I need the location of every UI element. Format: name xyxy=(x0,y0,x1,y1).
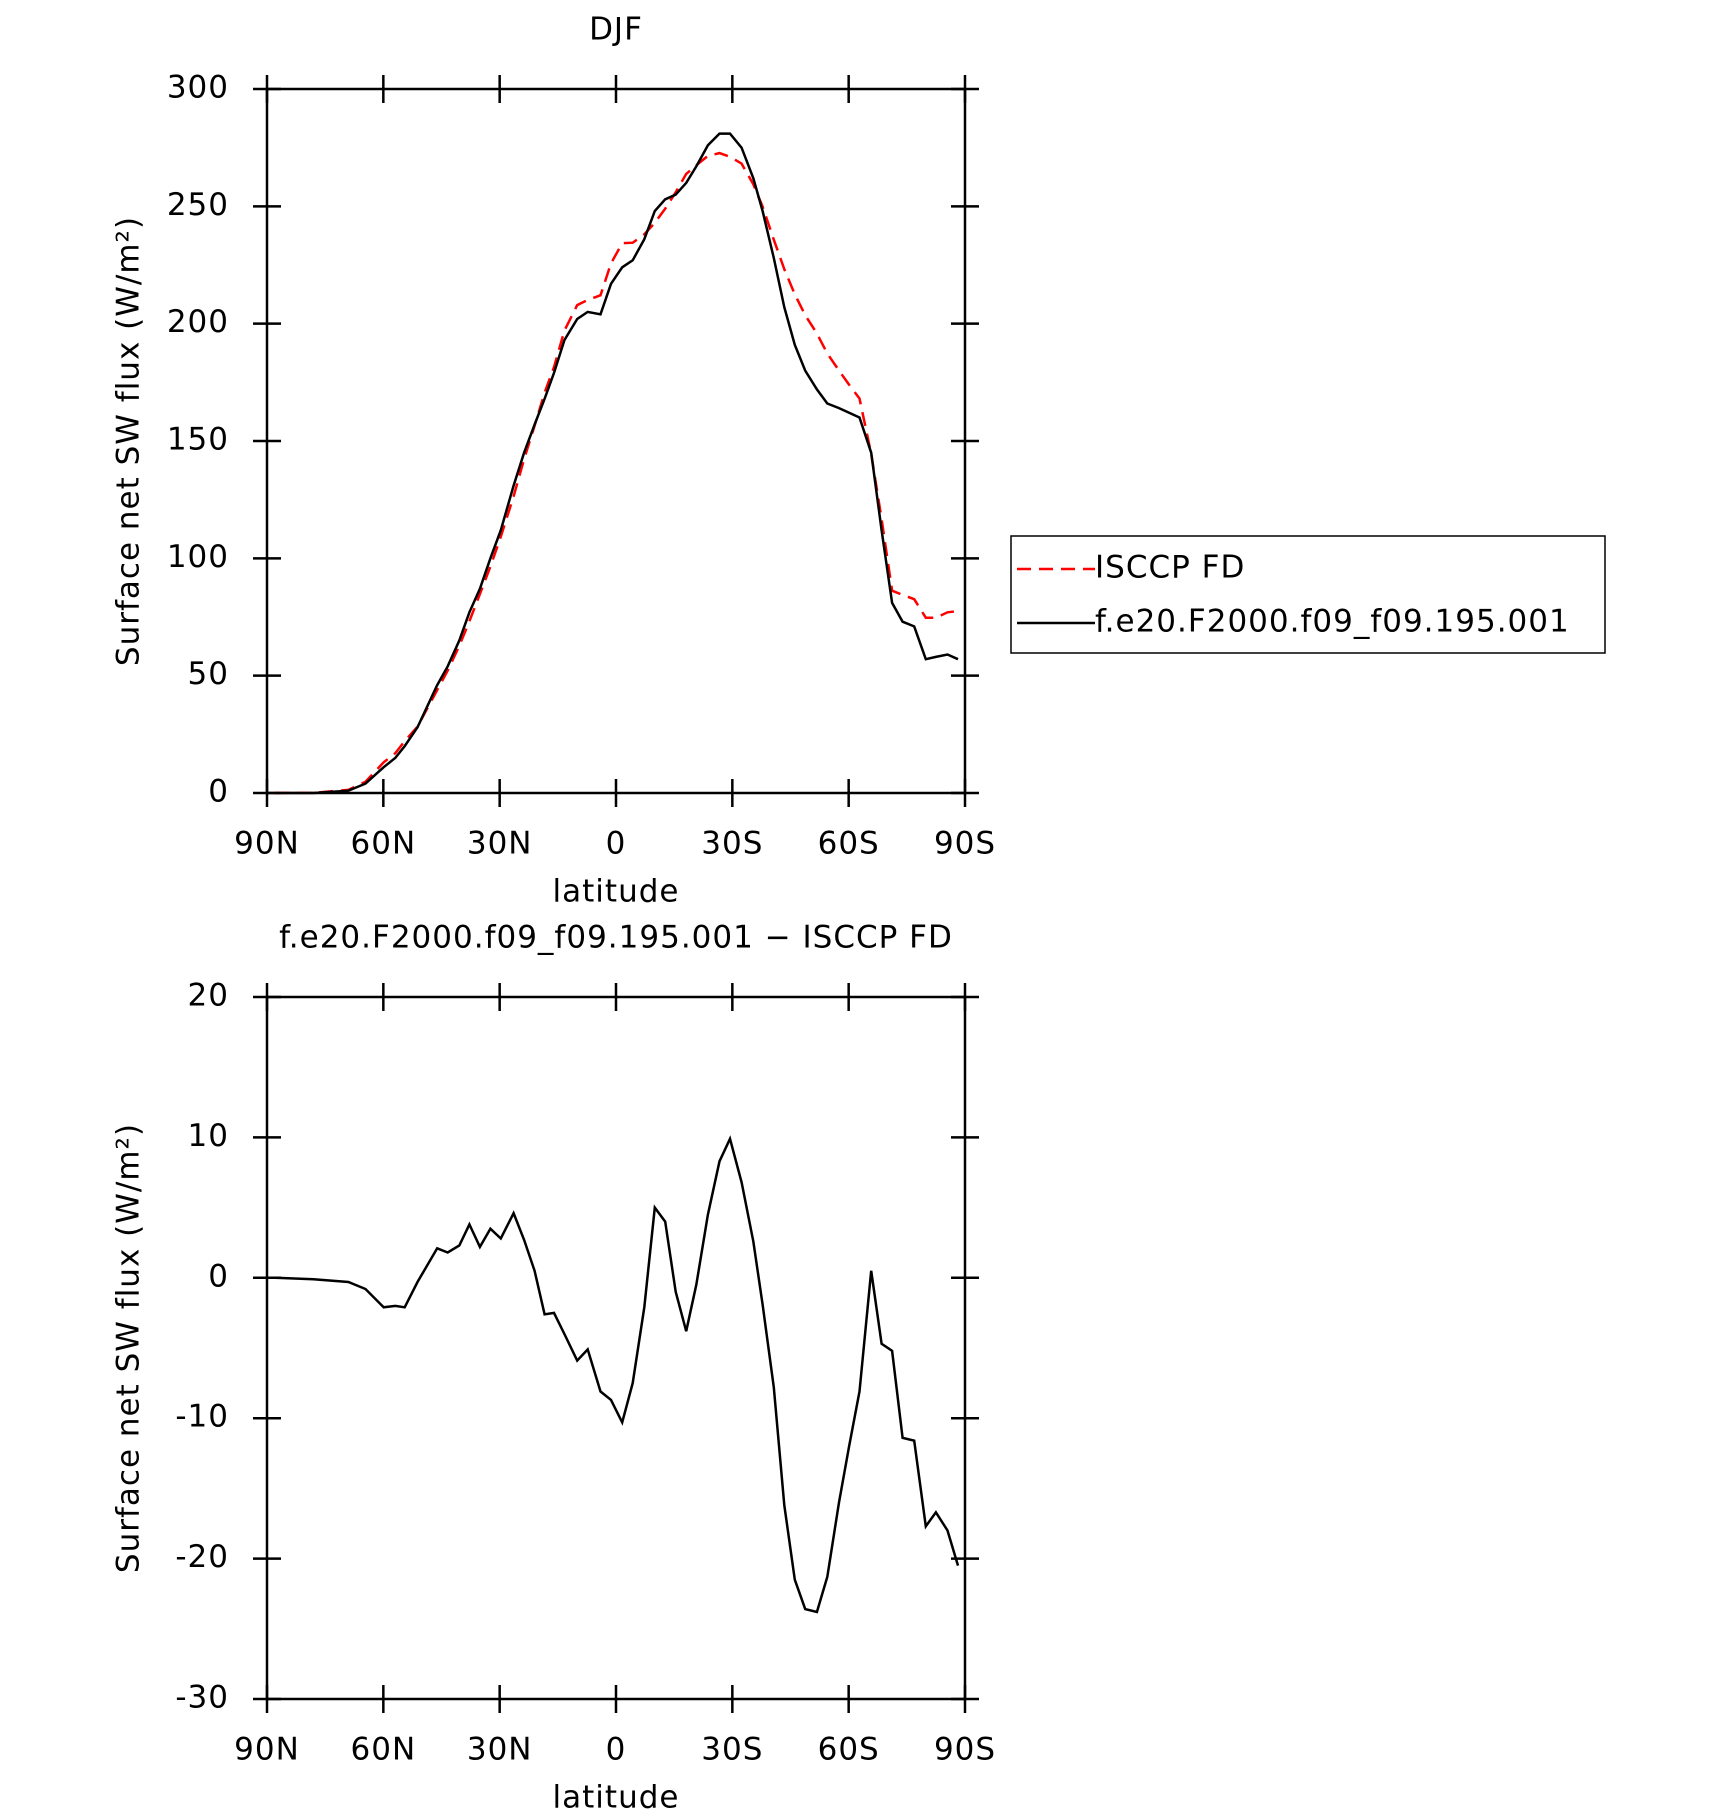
x-tick-label: 0 xyxy=(606,1732,627,1768)
x-tick-label: 90S xyxy=(934,826,996,862)
y-tick-label: 250 xyxy=(167,187,229,223)
x-axis-label: latitude xyxy=(553,874,680,910)
x-tick-label: 60S xyxy=(818,826,880,862)
y-tick-label: 0 xyxy=(208,1258,229,1294)
data-line xyxy=(275,132,959,795)
x-tick-label: 60S xyxy=(818,1732,880,1768)
y-tick-label: -10 xyxy=(175,1399,229,1435)
y-tick-label: 100 xyxy=(167,539,229,575)
y-axis-label: Surface net SW flux (W/m²) xyxy=(111,216,147,666)
x-axis-label: latitude xyxy=(553,1780,680,1816)
chart-title: f.e20.F2000.f09_f09.195.001 − ISCCP FD xyxy=(279,920,953,956)
x-tick-label: 60N xyxy=(351,1732,417,1768)
x-tick-label: 30N xyxy=(467,826,533,862)
y-tick-label: -20 xyxy=(175,1539,229,1575)
data-line xyxy=(275,1135,960,1614)
data-line xyxy=(275,151,959,795)
x-tick-label: 90N xyxy=(234,1732,300,1768)
chart-title: DJF xyxy=(589,12,643,48)
x-tick-label: 30N xyxy=(467,1732,533,1768)
y-tick-label: 10 xyxy=(188,1118,229,1154)
legend-box xyxy=(1010,535,1606,654)
y-tick-label: 20 xyxy=(188,978,229,1014)
y-axis-label: Surface net SW flux (W/m²) xyxy=(111,1123,147,1573)
legend-label: ISCCP FD xyxy=(1095,550,1245,586)
x-tick-label: 30S xyxy=(701,1732,763,1768)
x-tick-label: 60N xyxy=(351,826,417,862)
y-tick-label: 300 xyxy=(167,70,229,106)
y-tick-label: 50 xyxy=(188,656,229,692)
x-tick-label: 30S xyxy=(701,826,763,862)
x-tick-label: 0 xyxy=(606,826,627,862)
x-tick-label: 90N xyxy=(234,826,300,862)
plot-frame xyxy=(265,995,967,1701)
y-tick-label: 150 xyxy=(167,422,229,458)
x-tick-label: 90S xyxy=(934,1732,996,1768)
y-tick-label: 0 xyxy=(208,774,229,810)
y-tick-label: -30 xyxy=(175,1680,229,1716)
y-tick-label: 200 xyxy=(167,304,229,340)
legend-label: f.e20.F2000.f09_f09.195.001 xyxy=(1095,604,1570,640)
plot-frame xyxy=(265,87,967,795)
